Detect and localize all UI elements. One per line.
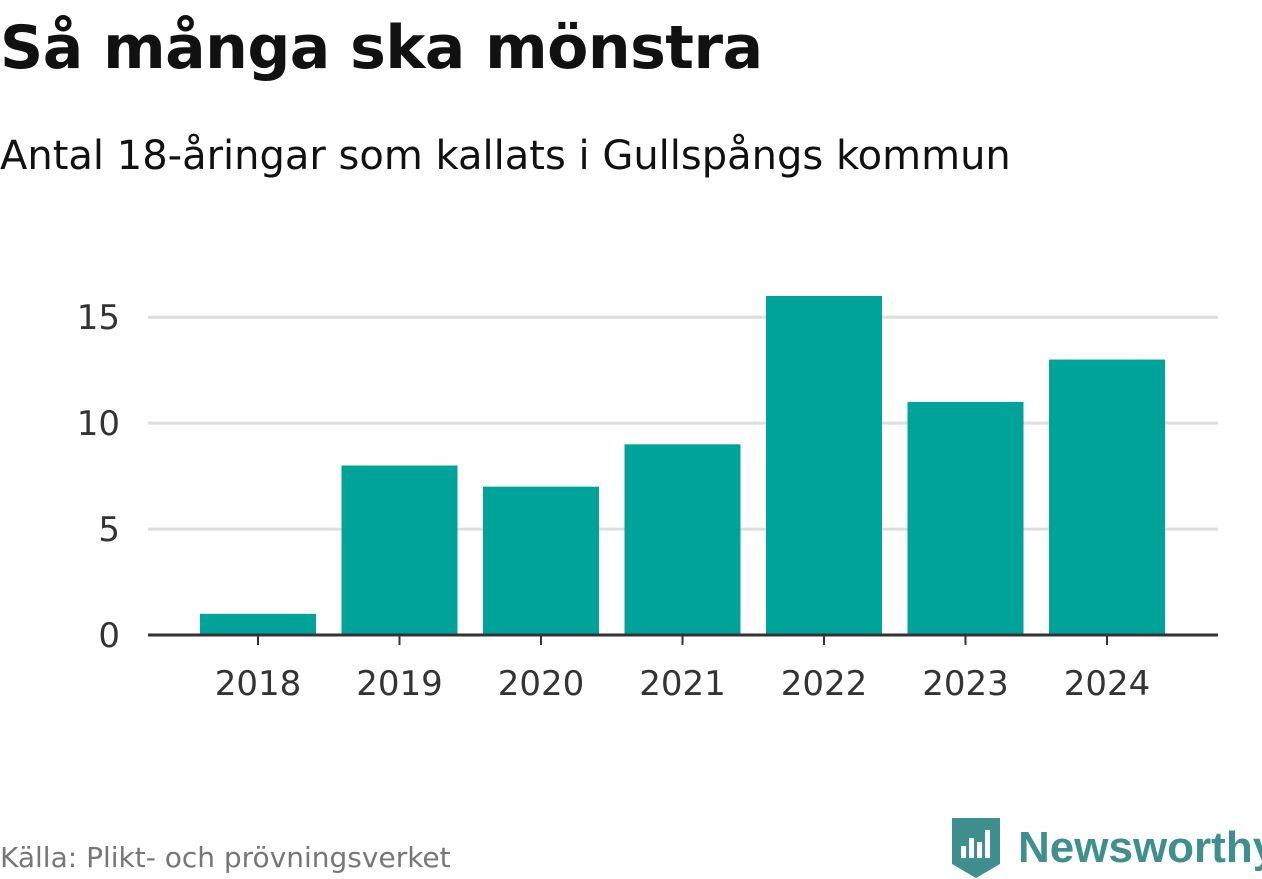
y-tick-label: 10: [77, 404, 120, 444]
bar-2023: [907, 401, 1024, 635]
bar-2021: [624, 444, 741, 635]
bar-2020: [483, 486, 599, 635]
chart-subtitle: Antal 18-åringar som kallats i Gullspång…: [0, 133, 1011, 179]
x-tick-label: 2018: [215, 664, 302, 704]
y-tick-label: 0: [98, 616, 120, 656]
source-note: Källa: Plikt- och prövningsverket: [0, 841, 451, 874]
x-tick-label: 2022: [781, 664, 868, 704]
bar-2019: [341, 465, 458, 635]
x-tick-label: 2019: [356, 664, 443, 704]
newsworthy-logo: Newsworthy: [952, 818, 1262, 878]
bar-2024: [1049, 359, 1165, 635]
x-tick-label: 2020: [498, 664, 585, 704]
newsworthy-logo-icon: [952, 818, 1000, 878]
bar-2018: [200, 613, 316, 635]
x-tick-label: 2021: [639, 664, 726, 704]
brand-name: Newsworthy: [1018, 823, 1262, 872]
x-tick-label: 2023: [922, 664, 1009, 704]
chart-title: Så många ska mönstra: [0, 13, 763, 83]
y-tick-label: 5: [98, 510, 120, 550]
bar-2022: [766, 296, 882, 635]
x-tick-label: 2024: [1064, 664, 1151, 704]
y-tick-label: 15: [77, 298, 120, 338]
